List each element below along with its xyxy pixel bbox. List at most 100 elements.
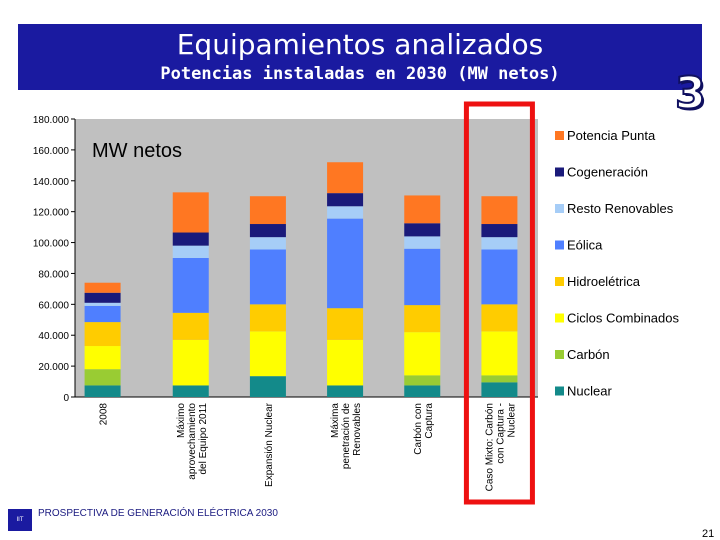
y-tick-label: 160.000 — [33, 146, 70, 157]
bar-segment — [172, 232, 209, 246]
bar-segment — [84, 346, 121, 370]
bar-segment — [481, 331, 518, 376]
x-category-label-line: Máximo — [176, 403, 187, 438]
bar-segment — [404, 375, 441, 386]
bar-segment — [481, 375, 518, 383]
section-number-badge: 3 — [674, 68, 707, 119]
bar-segment — [327, 385, 364, 397]
footer-caption: PROSPECTIVA DE GENERACIÓN ELÉCTRICA 2030 — [38, 508, 278, 519]
y-tick-label: 60.000 — [38, 300, 69, 311]
bar-segment — [249, 249, 286, 305]
bar-segment — [84, 282, 121, 293]
iit-logo: IIT — [8, 509, 32, 531]
chart-annotation: MW netos — [92, 140, 182, 162]
x-category-label-line: aprovechamiento — [187, 403, 198, 480]
bar-segment — [327, 218, 364, 309]
legend-swatch — [555, 167, 564, 177]
bar-segment — [327, 308, 364, 340]
bar-segment — [249, 331, 286, 377]
x-category-label-line: del Equipo 2011 — [198, 403, 209, 475]
bar-segment — [327, 162, 364, 194]
bar-segment — [84, 369, 121, 386]
bar-segment — [404, 305, 441, 333]
x-category-label-line: Renovables — [352, 403, 363, 456]
y-tick-label: 120.000 — [33, 208, 70, 219]
bar-segment — [481, 196, 518, 225]
y-tick-label: 140.000 — [33, 177, 70, 188]
x-category-label-line: Captura — [424, 403, 435, 439]
y-tick-label: 20.000 — [38, 362, 69, 373]
y-tick-label: 80.000 — [38, 269, 69, 280]
legend-label: Ciclos Combinados — [567, 311, 679, 326]
x-category-label: Carbón con Captura — [413, 403, 435, 455]
legend-label: Potencia Punta — [567, 128, 656, 143]
bar-segment — [172, 192, 209, 233]
bar-segment — [404, 332, 441, 376]
bar-segment — [481, 382, 518, 397]
bar-segment — [84, 292, 121, 303]
bar-segment — [249, 304, 286, 332]
bar-segment — [172, 339, 209, 386]
x-category-label-line: Carbón con — [413, 403, 424, 455]
page-number: 21 — [702, 528, 715, 540]
x-category-label: Expansión Nuclear — [264, 402, 275, 487]
bar-segment — [84, 305, 121, 323]
plot-background — [75, 119, 538, 397]
bar-segment — [172, 258, 209, 313]
bar-segment — [404, 236, 441, 249]
y-tick-label: 100.000 — [33, 239, 70, 250]
bar-segment — [327, 339, 364, 386]
legend-label: Hidroelétrica — [567, 274, 641, 289]
bar-segment — [327, 206, 364, 219]
legend-swatch — [555, 240, 564, 250]
legend-swatch — [555, 386, 564, 396]
bar-segment — [172, 245, 209, 258]
x-category-label-line: Caso Mixto: Carbón — [484, 403, 495, 491]
bar-segment — [404, 248, 441, 306]
bar-segment — [249, 237, 286, 250]
y-tick-label: 0 — [63, 393, 69, 404]
bar-segment — [84, 322, 121, 347]
x-category-label-line: Expansión Nuclear — [264, 402, 275, 487]
x-category-label: Máxima penetración de Renovables — [330, 403, 363, 470]
legend-label: Cogeneración — [567, 165, 648, 180]
bar-segment — [172, 385, 209, 397]
y-tick-label: 40.000 — [38, 331, 69, 342]
bar-segment — [481, 224, 518, 238]
bar-segment — [481, 237, 518, 250]
legend-swatch — [555, 277, 564, 286]
legend-swatch — [555, 313, 564, 323]
x-category-label: Caso Mixto: Carbón con Captura - Nuclear — [484, 402, 517, 491]
bar-segment — [172, 312, 209, 340]
bar-segment — [249, 224, 286, 238]
page-subtitle: Potencias instaladas en 2030 (MW netos) — [160, 64, 560, 84]
bar-segment — [404, 223, 441, 237]
x-category-label-line: Máxima — [330, 403, 341, 438]
bar-segment — [404, 385, 441, 397]
bar-segment — [84, 302, 121, 306]
legend-label: Carbón — [567, 347, 610, 362]
legend-swatch — [555, 204, 564, 213]
highlight-box — [463, 101, 535, 505]
legend-swatch — [555, 350, 564, 359]
bar-segment — [84, 385, 121, 397]
y-tick-label: 180.000 — [33, 115, 70, 126]
legend-swatch — [555, 131, 564, 140]
bar-segment — [249, 196, 286, 225]
x-category-label-line: Nuclear — [506, 402, 517, 437]
legend-label: Nuclear — [567, 384, 612, 399]
header-banner: Equipamientos analizados Potencias insta… — [18, 24, 702, 90]
legend-label: Eólica — [567, 238, 603, 253]
x-category-label-line: 2008 — [99, 403, 110, 426]
bar-segment — [327, 193, 364, 207]
bar-segment — [481, 304, 518, 332]
x-category-label-line: con Captura - — [495, 403, 506, 464]
legend-label: Resto Renovables — [567, 201, 674, 216]
x-category-label-line: penetración de — [341, 403, 352, 470]
bar-segment — [249, 376, 286, 397]
bar-segment — [481, 249, 518, 305]
x-category-label: Máximo aprovechamiento del Equipo 2011 — [176, 403, 209, 480]
x-category-label: 2008 — [99, 403, 110, 426]
bar-segment — [404, 195, 441, 224]
